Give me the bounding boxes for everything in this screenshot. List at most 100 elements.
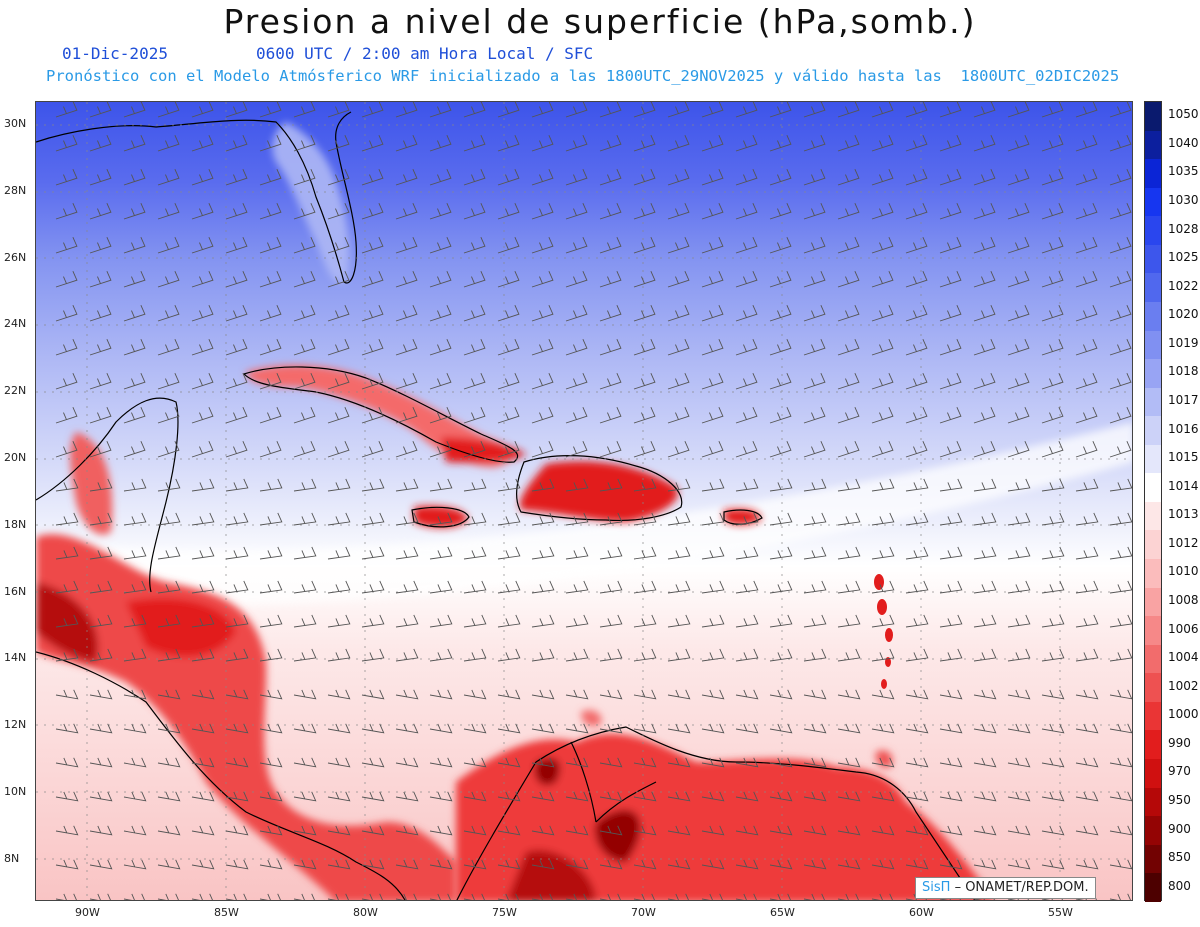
- wind-barb: [395, 373, 418, 390]
- colorbar-segment: [1145, 301, 1161, 331]
- wind-barb: [327, 689, 351, 700]
- wind-barb: [293, 102, 316, 118]
- wind-barb: [1007, 339, 1030, 356]
- wind-barb: [225, 203, 248, 220]
- wind-barb: [1007, 512, 1031, 526]
- wind-barb: [55, 825, 79, 836]
- wind-barb: [157, 407, 180, 424]
- credit-text: – ONAMET/REP.DOM.: [954, 880, 1089, 895]
- wind-barb: [667, 648, 691, 662]
- wind-barb: [633, 407, 656, 424]
- wind-barb: [1007, 546, 1031, 560]
- wind-barb: [633, 648, 657, 662]
- wind-barb: [701, 859, 725, 870]
- colorbar-segment: [1145, 530, 1161, 559]
- wind-barb: [463, 825, 487, 836]
- wind-barb: [803, 373, 826, 390]
- wind-barb: [803, 791, 827, 802]
- wind-barb: [327, 825, 351, 836]
- colorbar-segment: [1145, 816, 1161, 845]
- wind-barb: [769, 203, 792, 220]
- wind-barb: [565, 757, 589, 768]
- wind-barb: [803, 271, 826, 288]
- wind-barb: [803, 580, 827, 594]
- wind-barb: [191, 512, 215, 526]
- wind-barb: [633, 859, 657, 870]
- colorbar-segment: [1145, 473, 1161, 502]
- wind-barb: [157, 546, 181, 560]
- wind-barb: [1041, 825, 1065, 836]
- wind-barb: [871, 441, 894, 458]
- wind-barb: [361, 271, 384, 288]
- wind-barb: [803, 339, 826, 356]
- wind-barb: [905, 203, 928, 220]
- wind-barb: [225, 648, 249, 662]
- wind-barb: [701, 237, 724, 254]
- wind-barb: [531, 203, 554, 220]
- wind-barb: [803, 203, 826, 220]
- lat-label: 20N: [4, 451, 27, 464]
- wind-barb: [701, 757, 725, 768]
- wind-barb: [497, 512, 521, 526]
- wind-barb: [157, 757, 181, 768]
- wind-barb: [327, 339, 350, 356]
- wind-barb: [973, 614, 997, 628]
- wind-barb: [89, 203, 112, 220]
- wind-barb: [395, 135, 418, 152]
- wind-barb: [837, 441, 860, 458]
- lat-label: 8N: [4, 851, 20, 865]
- wind-barb: [565, 689, 589, 700]
- wind-barb: [769, 791, 793, 802]
- wind-barb: [191, 648, 215, 662]
- wind-barb: [463, 373, 486, 390]
- wind-barb: [939, 237, 962, 254]
- wind-barb: [837, 723, 861, 734]
- wind-barb: [939, 546, 963, 560]
- wind-barb: [837, 614, 861, 628]
- wind-barb: [939, 859, 963, 870]
- lat-label: 16N: [4, 584, 27, 598]
- wind-barb: [973, 237, 996, 254]
- wind-barb: [327, 478, 351, 492]
- wind-barb: [157, 614, 181, 628]
- wind-barb: [735, 893, 757, 900]
- wind-barb: [429, 689, 453, 700]
- wind-barb: [905, 102, 928, 118]
- wind-barb: [293, 791, 317, 802]
- wind-barb: [769, 580, 793, 594]
- wind-barb: [259, 373, 282, 390]
- colorbar-segment: [1145, 673, 1161, 702]
- wind-barb: [701, 305, 724, 322]
- wind-barb: [123, 339, 146, 356]
- wind-barb: [1109, 825, 1132, 836]
- wind-barb: [837, 546, 861, 560]
- wind-barb: [905, 169, 928, 186]
- wind-barb: [667, 102, 690, 118]
- wind-barb: [123, 723, 147, 734]
- wind-barb: [905, 723, 929, 734]
- wind-barb: [701, 580, 725, 594]
- wind-barb: [973, 723, 997, 734]
- wind-barb: [123, 791, 147, 802]
- colorbar-label: 1018: [1168, 364, 1199, 379]
- wind-barb: [191, 689, 215, 700]
- wind-barb: [633, 373, 656, 390]
- colorbar-label: 1000: [1168, 707, 1199, 722]
- pressure-colorbar: [1144, 101, 1162, 902]
- wind-barb: [701, 339, 724, 356]
- wind-barb: [123, 305, 146, 322]
- wind-barb: [599, 135, 622, 152]
- wind-barb: [327, 373, 350, 390]
- colorbar-segment: [1145, 102, 1161, 131]
- wind-barb: [701, 203, 724, 220]
- wind-barb: [1075, 580, 1099, 594]
- wind-barb: [837, 407, 860, 424]
- wind-barb: [157, 135, 180, 152]
- wind-barb: [633, 237, 656, 254]
- wind-barb: [89, 580, 113, 594]
- wind-barb: [1007, 102, 1030, 118]
- wind-barb: [701, 271, 724, 288]
- wind-barb: [837, 339, 860, 356]
- wind-barb: [701, 893, 723, 900]
- wind-barb: [973, 648, 997, 662]
